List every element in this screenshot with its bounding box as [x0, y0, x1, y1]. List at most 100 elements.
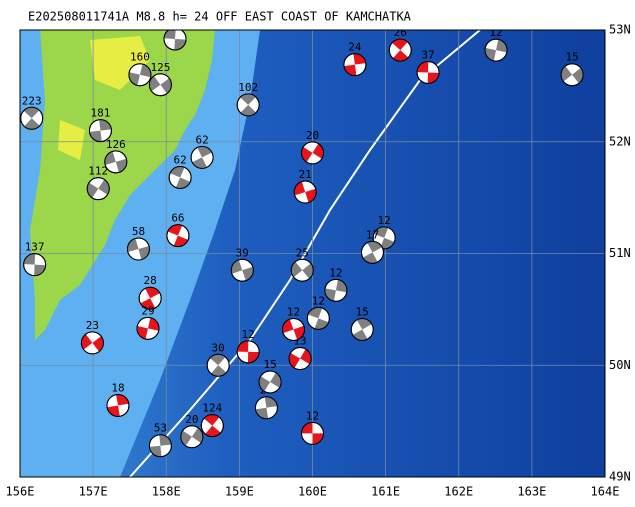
- beachball-outline: [190, 145, 214, 169]
- beachball-quadrant: [270, 372, 282, 388]
- beachball-quadrant: [23, 253, 36, 265]
- depth-label: 18: [111, 381, 124, 394]
- beachball-outline: [416, 60, 440, 84]
- beachball-outline: [168, 166, 192, 190]
- beachball: 12: [324, 266, 348, 302]
- beachball: 130: [163, 30, 187, 51]
- beachball: 102: [236, 81, 260, 117]
- beachball-quadrant: [205, 425, 221, 437]
- beachball-quadrant: [352, 329, 368, 341]
- beachball-quadrant: [174, 38, 187, 50]
- beachball-outline: [20, 106, 44, 130]
- beachball-quadrant: [128, 72, 140, 86]
- lat-tick-label: 52N: [609, 134, 631, 148]
- map-area: 1212418131212151225123025153912171215372…: [20, 26, 605, 477]
- highland: [58, 36, 150, 160]
- beachball-outline: [230, 258, 254, 282]
- beachball: 125: [148, 61, 172, 97]
- beachball-outline: [301, 421, 324, 445]
- beachball: 20: [301, 129, 324, 165]
- beachball-outline: [148, 434, 172, 458]
- beachball: 23: [80, 319, 104, 355]
- beachball-quadrant: [209, 354, 226, 366]
- beachball-quadrant: [300, 349, 312, 365]
- beachball-quadrant: [392, 39, 408, 51]
- beachball: 124: [200, 402, 224, 438]
- depth-label: 26: [394, 26, 407, 39]
- trench: [129, 30, 481, 477]
- beachball-quadrant: [99, 119, 112, 131]
- beachball-outline: [350, 317, 374, 341]
- beachball-quadrant: [203, 414, 220, 426]
- lon-tick-label: 161E: [371, 485, 400, 499]
- beachball-quadrant: [180, 430, 192, 446]
- beachball-quadrant: [362, 252, 378, 264]
- depth-label: 30: [212, 341, 225, 354]
- beachball-outline: [128, 63, 152, 87]
- beachball-quadrant: [417, 61, 429, 73]
- beachball-outline: [106, 393, 130, 417]
- beachball-outline: [236, 93, 260, 117]
- beachball-quadrant: [34, 264, 46, 276]
- beachball-outline: [301, 141, 324, 165]
- beachball-outline: [324, 278, 348, 302]
- beachball-outline: [288, 347, 312, 371]
- beachball-outline: [258, 370, 282, 394]
- beachball: 12: [236, 328, 260, 364]
- beachball: 21: [293, 168, 317, 204]
- beachball-outline: [343, 53, 367, 77]
- beachball-outline: [23, 253, 47, 277]
- beachball: 15: [560, 51, 584, 87]
- beachball-quadrant: [23, 107, 40, 119]
- beachball: 28: [138, 274, 162, 310]
- beachball-quadrant: [301, 147, 313, 163]
- beachball-quadrant: [191, 427, 203, 443]
- depth-label: 66: [171, 212, 184, 225]
- beachball-quadrant: [149, 445, 162, 457]
- depth-label: 37: [421, 48, 434, 61]
- beachball: 20: [180, 413, 204, 449]
- beachball: 58: [126, 225, 150, 261]
- lon-tick-label: 164E: [591, 485, 620, 499]
- beachball-quadrant: [89, 130, 102, 142]
- depth-label: 12: [306, 409, 319, 422]
- depth-label: 20: [306, 129, 319, 142]
- beachball: 25: [290, 246, 314, 282]
- events: 1212418131212151225123025153912171215372…: [20, 26, 584, 458]
- beachball-quadrant: [81, 334, 93, 350]
- beachball-quadrant: [302, 263, 314, 279]
- depth-label: 62: [195, 133, 208, 146]
- beachball-quadrant: [572, 67, 584, 84]
- beachball: 126: [104, 138, 128, 174]
- beachball: 62: [168, 154, 192, 190]
- beachball-outline: [104, 150, 128, 174]
- depth-label: 15: [263, 358, 276, 371]
- depth-label: 62: [174, 154, 187, 167]
- beachball-outline: [80, 331, 104, 355]
- beachball-outline: [236, 340, 260, 364]
- beachball-quadrant: [92, 336, 104, 352]
- beachball: 62: [190, 133, 214, 169]
- beachball-outline: [306, 306, 330, 330]
- beachball-quadrant: [291, 261, 303, 278]
- beachball-outline: [163, 30, 187, 51]
- lon-tick-label: 156E: [6, 485, 35, 499]
- beachball-quadrant: [324, 288, 336, 302]
- beachball: 26: [388, 26, 412, 62]
- beachball-outline: [148, 73, 172, 97]
- beachball-quadrant: [197, 146, 212, 158]
- depth-label: 125: [150, 61, 170, 74]
- depth-label: 102: [238, 81, 258, 94]
- lon-tick-label: 163E: [517, 485, 546, 499]
- beachball: 15: [350, 305, 374, 341]
- beachball-quadrant: [344, 64, 357, 76]
- beachball: 112: [86, 165, 110, 201]
- depth-label: 24: [348, 41, 362, 54]
- depth-label: 15: [565, 51, 578, 64]
- depth-label: 20: [185, 413, 198, 426]
- depth-label: 126: [106, 138, 126, 151]
- beachball-outline: [88, 119, 112, 143]
- beachball-outline: [206, 353, 230, 377]
